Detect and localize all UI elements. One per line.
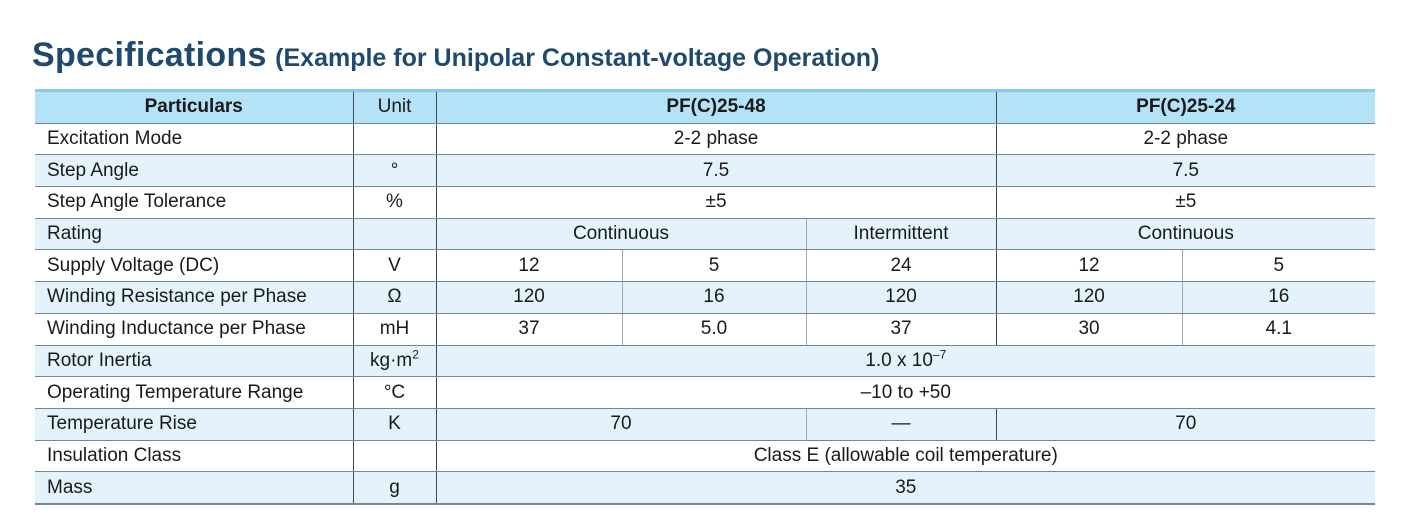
header-particulars: Particulars xyxy=(35,89,353,124)
table-row: Step Angle ° 7.5 7.5 xyxy=(35,154,1376,188)
cell-rating-continuous: Continuous xyxy=(435,218,806,251)
table-row: Rotor Inertia kg·m2 1.0 x 10–7 xyxy=(35,345,1376,378)
cell-value: 37 xyxy=(435,313,622,346)
row-label: Winding Resistance per Phase xyxy=(35,281,353,314)
cell-model-a: 2-2 phase xyxy=(435,123,997,156)
row-label: Temperature Rise xyxy=(35,408,353,441)
row-unit: ° xyxy=(352,154,436,188)
cell-rating-intermittent: Intermittent xyxy=(805,218,997,251)
row-label: Rating xyxy=(35,218,353,251)
row-unit: °C xyxy=(352,376,436,409)
cell-value: 24 xyxy=(805,249,997,283)
row-label: Step Angle xyxy=(35,154,353,188)
cell-model-b: 2-2 phase xyxy=(995,123,1376,156)
table-row: Winding Inductance per Phase mH 37 5.0 3… xyxy=(35,313,1376,346)
cell-model-a: ±5 xyxy=(435,186,997,219)
table-row: Mass g 35 xyxy=(35,471,1376,505)
row-unit: V xyxy=(352,249,436,283)
row-unit xyxy=(352,440,436,473)
unit-base: kg·m xyxy=(370,349,413,371)
cell-model-b: ±5 xyxy=(995,186,1376,219)
cell-shared-value: Class E (allowable coil temperature) xyxy=(435,440,1376,473)
table-row: Rating Continuous Intermittent Continuou… xyxy=(35,218,1376,251)
row-label: Mass xyxy=(35,471,353,505)
table-row: Step Angle Tolerance % ±5 ±5 xyxy=(35,186,1376,219)
cell-value: 5.0 xyxy=(621,313,806,346)
row-label: Insulation Class xyxy=(35,440,353,473)
cell-temp-rise-intermittent: — xyxy=(805,408,997,441)
value-base: 1.0 x 10 xyxy=(865,349,933,371)
page-title: Specifications (Example for Unipolar Con… xyxy=(32,36,879,75)
cell-value: 5 xyxy=(621,249,806,283)
row-label: Operating Temperature Range xyxy=(35,376,353,409)
cell-value: 30 xyxy=(995,313,1183,346)
cell-model-b: Continuous xyxy=(995,218,1376,251)
cell-value: 37 xyxy=(805,313,997,346)
row-unit xyxy=(352,218,436,251)
row-unit: Ω xyxy=(352,281,436,314)
unit-exponent: 2 xyxy=(412,347,419,362)
value-exponent: –7 xyxy=(932,347,947,362)
table-row: Temperature Rise K 70 — 70 xyxy=(35,408,1376,441)
cell-value: 5 xyxy=(1181,249,1376,283)
cell-temp-rise-continuous: 70 xyxy=(435,408,806,441)
cell-model-b: 70 xyxy=(995,408,1376,441)
cell-shared-value: 35 xyxy=(435,471,1376,505)
row-unit: K xyxy=(352,408,436,441)
row-unit: mH xyxy=(352,313,436,346)
cell-shared-value: –10 to +50 xyxy=(435,376,1376,409)
row-unit xyxy=(352,123,436,156)
cell-value: 12 xyxy=(435,249,622,283)
cell-model-b: 7.5 xyxy=(995,154,1376,188)
table-row: Winding Resistance per Phase Ω 120 16 12… xyxy=(35,281,1376,314)
cell-value: 120 xyxy=(995,281,1183,314)
cell-value: 16 xyxy=(1181,281,1376,314)
cell-value: 16 xyxy=(621,281,806,314)
table-row: Insulation Class Class E (allowable coil… xyxy=(35,440,1376,473)
title-main: Specifications xyxy=(32,36,267,74)
row-unit: g xyxy=(352,471,436,505)
row-label: Winding Inductance per Phase xyxy=(35,313,353,346)
table-row: Operating Temperature Range °C –10 to +5… xyxy=(35,376,1376,409)
cell-value: 4.1 xyxy=(1181,313,1376,346)
row-unit: kg·m2 xyxy=(352,345,436,378)
row-label: Rotor Inertia xyxy=(35,345,353,378)
row-label: Supply Voltage (DC) xyxy=(35,249,353,283)
row-label: Excitation Mode xyxy=(35,123,353,156)
row-unit: % xyxy=(352,186,436,219)
header-unit: Unit xyxy=(352,89,436,124)
cell-value: 120 xyxy=(805,281,997,314)
table-header-row: Particulars Unit PF(C)25-48 PF(C)25-24 xyxy=(35,89,1376,124)
table-row: Supply Voltage (DC) V 12 5 24 12 5 xyxy=(35,249,1376,283)
cell-value: 120 xyxy=(435,281,622,314)
header-model-b: PF(C)25-24 xyxy=(995,89,1376,124)
table-row: Excitation Mode 2-2 phase 2-2 phase xyxy=(35,123,1376,156)
cell-value: 12 xyxy=(995,249,1183,283)
row-label: Step Angle Tolerance xyxy=(35,186,353,219)
specifications-table: Particulars Unit PF(C)25-48 PF(C)25-24 E… xyxy=(35,89,1376,505)
cell-shared-value: 1.0 x 10–7 xyxy=(435,345,1376,378)
header-model-a: PF(C)25-48 xyxy=(435,89,997,124)
title-subtitle: (Example for Unipolar Constant-voltage O… xyxy=(275,44,880,72)
cell-model-a: 7.5 xyxy=(435,154,997,188)
